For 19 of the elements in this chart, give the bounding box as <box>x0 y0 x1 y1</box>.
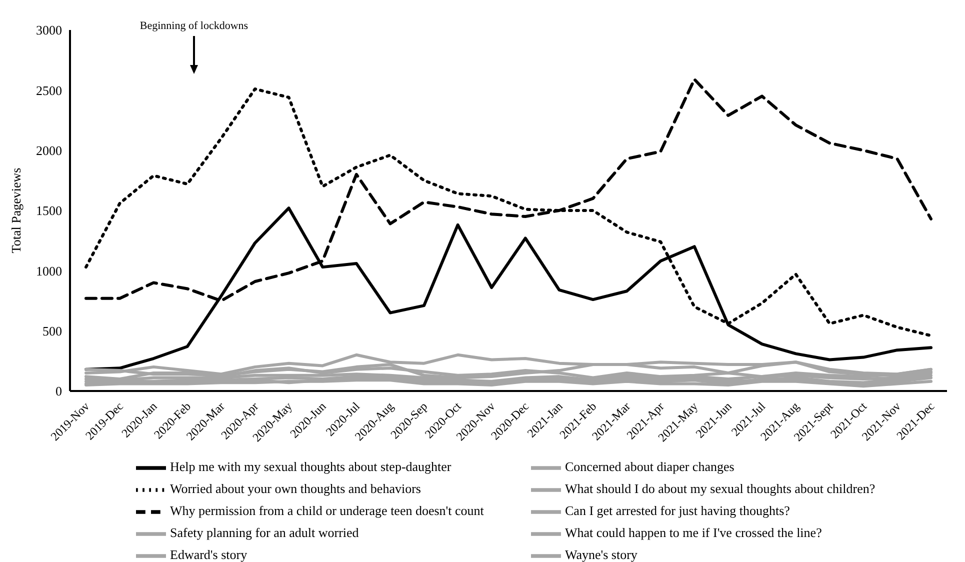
y-tick-label: 1500 <box>36 203 62 218</box>
legend-label: Wayne's story <box>565 546 638 562</box>
legend-label: Safety planning for an adult worried <box>170 524 359 540</box>
legend-label: What should I do about my sexual thoughts about children? <box>565 480 876 496</box>
y-tick-label: 500 <box>42 323 62 338</box>
y-tick-label: 2000 <box>36 142 62 158</box>
y-tick-label: 1000 <box>36 263 62 278</box>
legend-label: Can I get arrested for just having thoughts? <box>565 502 790 518</box>
y-tick-label: 3000 <box>36 22 62 38</box>
legend-label: Why permission from a child or underage teen doesn't count <box>170 502 484 518</box>
legend-label: Worried about your own thoughts and behaviors <box>170 480 421 496</box>
legend-label: Concerned about diaper changes <box>565 458 734 474</box>
y-axis-title: Total Pageviews <box>8 168 24 254</box>
y-tick-label: 0 <box>56 384 62 399</box>
legend-label: What could happen to me if I've crossed the line? <box>565 524 822 540</box>
legend-label: Edward's story <box>170 546 248 562</box>
y-tick-label: 2500 <box>36 82 62 98</box>
legend-label: Help me with my sexual thoughts about step-daughter <box>170 458 452 474</box>
annotation: Beginning of lockdowns <box>138 20 250 33</box>
